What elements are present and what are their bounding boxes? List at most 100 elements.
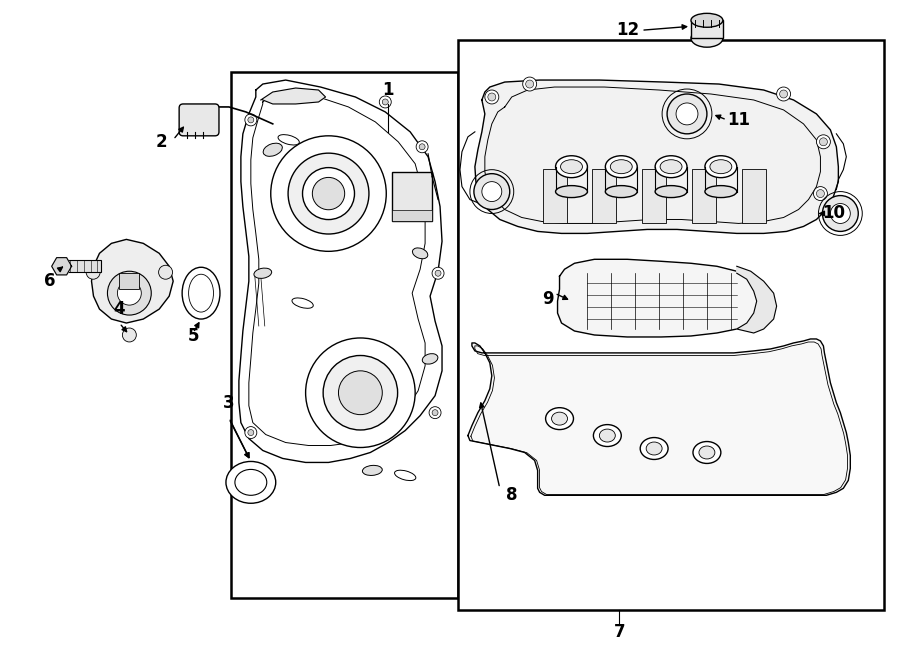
- Polygon shape: [261, 88, 326, 104]
- Ellipse shape: [593, 424, 621, 447]
- Text: 8: 8: [506, 486, 518, 504]
- Circle shape: [819, 137, 827, 146]
- Bar: [592, 169, 617, 223]
- Text: 4: 4: [113, 300, 125, 318]
- Text: 5: 5: [187, 327, 199, 345]
- Circle shape: [382, 99, 388, 105]
- Circle shape: [117, 281, 141, 305]
- Circle shape: [432, 267, 444, 279]
- Ellipse shape: [189, 274, 213, 312]
- Ellipse shape: [655, 186, 687, 198]
- Ellipse shape: [235, 469, 266, 495]
- Ellipse shape: [412, 248, 427, 258]
- Ellipse shape: [606, 186, 637, 198]
- Text: 9: 9: [542, 290, 554, 308]
- Circle shape: [435, 270, 441, 276]
- Circle shape: [379, 96, 392, 108]
- Ellipse shape: [545, 408, 573, 430]
- Bar: [543, 169, 566, 223]
- Circle shape: [432, 410, 438, 416]
- Ellipse shape: [552, 412, 568, 425]
- Ellipse shape: [640, 438, 668, 459]
- Circle shape: [158, 265, 173, 279]
- FancyBboxPatch shape: [179, 104, 219, 136]
- Ellipse shape: [254, 268, 272, 278]
- Ellipse shape: [555, 186, 588, 198]
- Circle shape: [86, 265, 100, 279]
- Bar: [643, 169, 666, 223]
- Circle shape: [816, 190, 824, 198]
- Circle shape: [107, 271, 151, 315]
- Polygon shape: [468, 339, 850, 495]
- Polygon shape: [557, 259, 760, 337]
- Bar: [458, 40, 884, 610]
- Circle shape: [474, 174, 509, 210]
- Ellipse shape: [278, 135, 300, 145]
- Ellipse shape: [705, 186, 737, 198]
- Circle shape: [306, 338, 415, 447]
- Ellipse shape: [606, 156, 637, 178]
- Bar: [742, 169, 766, 223]
- Circle shape: [248, 430, 254, 436]
- Ellipse shape: [610, 160, 632, 174]
- Ellipse shape: [710, 160, 732, 174]
- Ellipse shape: [691, 29, 723, 47]
- Text: 3: 3: [223, 394, 235, 412]
- Bar: [231, 72, 458, 598]
- Circle shape: [416, 141, 428, 153]
- Circle shape: [823, 196, 859, 231]
- Text: 6: 6: [44, 272, 56, 290]
- Circle shape: [831, 204, 850, 223]
- Circle shape: [483, 182, 497, 196]
- Circle shape: [323, 356, 398, 430]
- Ellipse shape: [182, 267, 220, 319]
- Circle shape: [312, 177, 345, 210]
- Ellipse shape: [660, 160, 682, 174]
- Text: 2: 2: [156, 133, 167, 151]
- Circle shape: [526, 80, 534, 88]
- Circle shape: [248, 117, 254, 123]
- Circle shape: [777, 87, 790, 101]
- Circle shape: [676, 103, 698, 125]
- Text: 11: 11: [727, 111, 751, 129]
- Polygon shape: [475, 80, 839, 233]
- Circle shape: [419, 144, 425, 150]
- Circle shape: [814, 186, 827, 200]
- Text: 1: 1: [382, 81, 394, 99]
- Circle shape: [779, 90, 788, 98]
- Ellipse shape: [263, 143, 283, 157]
- Ellipse shape: [693, 442, 721, 463]
- Circle shape: [245, 114, 256, 126]
- Circle shape: [667, 94, 706, 134]
- Ellipse shape: [599, 429, 616, 442]
- Bar: [392, 210, 432, 221]
- Ellipse shape: [655, 156, 687, 178]
- Circle shape: [338, 371, 382, 414]
- Bar: [692, 169, 716, 223]
- Polygon shape: [51, 258, 72, 275]
- Circle shape: [523, 77, 536, 91]
- Ellipse shape: [699, 446, 715, 459]
- Circle shape: [482, 182, 502, 202]
- Ellipse shape: [363, 465, 382, 475]
- Ellipse shape: [422, 354, 438, 364]
- Polygon shape: [737, 266, 777, 333]
- Ellipse shape: [705, 156, 737, 178]
- Text: 12: 12: [616, 21, 639, 39]
- Polygon shape: [92, 239, 173, 323]
- Circle shape: [485, 90, 499, 104]
- Circle shape: [302, 168, 355, 219]
- Ellipse shape: [292, 298, 313, 308]
- Ellipse shape: [394, 470, 416, 481]
- Circle shape: [288, 153, 369, 234]
- Bar: [392, 172, 432, 221]
- Circle shape: [486, 186, 494, 194]
- Circle shape: [271, 136, 386, 251]
- Ellipse shape: [691, 13, 723, 27]
- Circle shape: [122, 328, 136, 342]
- Circle shape: [816, 135, 831, 149]
- Bar: [120, 273, 140, 289]
- Ellipse shape: [561, 160, 582, 174]
- Bar: [691, 20, 723, 38]
- Bar: [64, 260, 102, 272]
